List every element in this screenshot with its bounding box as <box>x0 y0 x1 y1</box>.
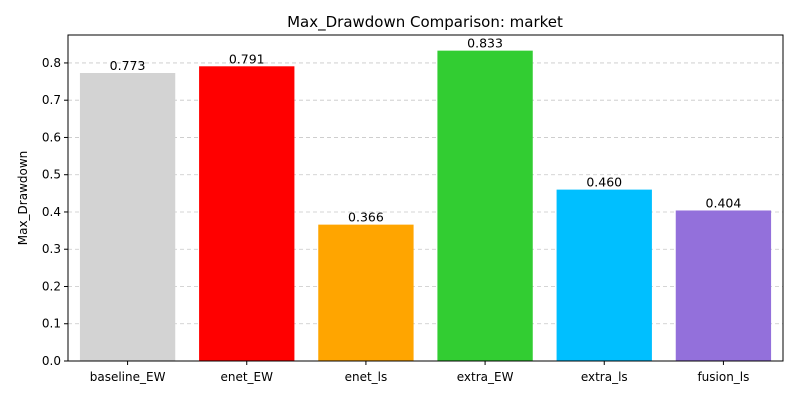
y-tick-label: 0.1 <box>42 317 61 331</box>
plot-frame <box>67 34 784 362</box>
bars <box>79 50 772 362</box>
y-tick-label: 0.2 <box>42 279 61 293</box>
y-tick-label: 0.5 <box>42 168 61 182</box>
data-label: 0.773 <box>110 58 146 73</box>
data-label: 0.460 <box>586 175 622 190</box>
data-labels: 0.773 0.791 0.366 0.833 0.460 0.404 <box>110 36 742 225</box>
data-label: 0.791 <box>229 51 265 66</box>
x-tick-label: extra_ls <box>581 370 628 384</box>
y-tick-label: 0.3 <box>42 242 61 256</box>
bar-extra_ls <box>556 189 652 361</box>
bar-fusion_ls <box>675 210 772 361</box>
bar-enet_EW <box>199 66 295 362</box>
bar-enet_ls <box>318 224 414 361</box>
data-label: 0.404 <box>706 195 742 210</box>
x-tick-label: enet_EW <box>220 370 273 384</box>
x-tick-label: extra_EW <box>457 370 514 384</box>
y-tick-label: 0.4 <box>42 205 61 219</box>
data-label: 0.366 <box>348 210 384 225</box>
y-tick-label: 0.0 <box>42 354 61 368</box>
y-tick-label: 0.7 <box>42 93 61 107</box>
x-tick-label: fusion_ls <box>697 370 749 384</box>
axes: 0.0 0.1 0.2 0.3 0.4 0.5 0.6 0.7 0.8 baseline_EW en… <box>42 34 784 384</box>
x-tick-label: baseline_EW <box>90 370 166 384</box>
y-tick-label: 0.8 <box>42 56 61 70</box>
y-tick-label: 0.6 <box>42 130 61 144</box>
x-tick-label: enet_ls <box>345 370 388 384</box>
bar-extra_EW <box>437 50 533 361</box>
grid-lines <box>68 62 783 362</box>
bar-baseline_EW <box>79 73 176 361</box>
y-axis-label: Max_Drawdown <box>16 151 30 246</box>
chart-title: Max_Drawdown Comparison: market <box>287 13 563 32</box>
data-label: 0.833 <box>467 36 503 51</box>
